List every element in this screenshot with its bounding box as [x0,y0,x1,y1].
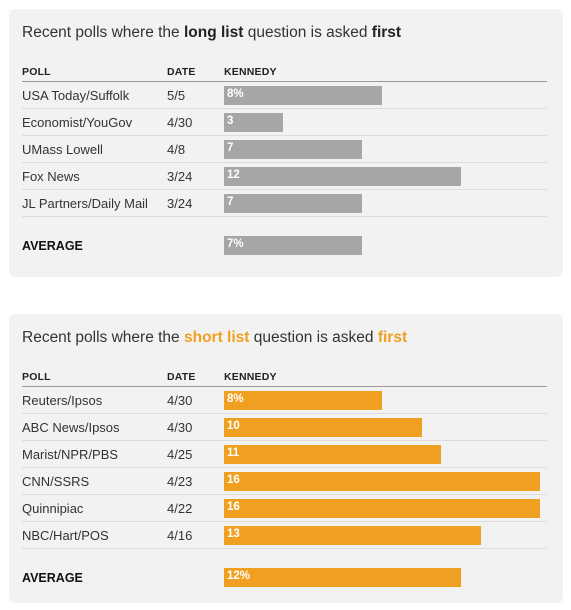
title-part: first [371,24,402,41]
value-bar [224,113,284,132]
title-part: Recent polls where the [22,24,184,41]
table-row: Marist/NPR/PBS 4/25 11 [9,441,563,468]
value-bar [224,86,383,105]
title-part: question is asked [243,24,372,41]
row-divider [22,413,547,414]
header-divider [22,81,547,82]
poll-name: NBC/Hart/POS [22,528,109,543]
poll-date: 4/30 [167,115,193,130]
bar-value-label: 16 [227,474,240,486]
column-header-value: KENNEDY [224,371,277,383]
poll-name: ABC News/Ipsos [22,420,120,435]
row-divider [22,189,547,190]
bar-value-label: 7 [227,142,234,154]
value-bar [224,140,363,159]
table-row: ABC News/Ipsos 4/30 10 [9,414,563,441]
poll-name: UMass Lowell [22,142,103,157]
row-divider [22,521,547,522]
value-bar [224,418,422,437]
bar-value-label: 12 [227,169,240,181]
table-row: Economist/YouGov 4/30 3 [9,109,563,136]
row-divider [22,216,547,217]
chart-title: Recent polls where the short list questi… [22,329,407,347]
average-bar [224,568,462,587]
poll-name: Economist/YouGov [22,115,133,130]
poll-name: Reuters/Ipsos [22,393,103,408]
poll-name: Marist/NPR/PBS [22,447,119,462]
average-value-label: 7% [227,238,244,250]
average-row: AVERAGE 7% [9,232,563,259]
row-divider [22,440,547,441]
table-row: Fox News 3/24 12 [9,163,563,190]
row-divider [22,494,547,495]
value-bar [224,472,541,491]
header-divider [22,386,547,387]
row-divider [22,548,547,549]
bar-value-label: 3 [227,115,234,127]
bar-value-label: 10 [227,420,240,432]
poll-date: 4/16 [167,528,193,543]
table-row: CNN/SSRS 4/23 16 [9,468,563,495]
bar-value-label: 7 [227,196,234,208]
poll-date: 4/23 [167,474,193,489]
column-header-date: DATE [167,66,196,78]
title-part: question is asked [249,329,378,346]
poll-name: JL Partners/Daily Mail [22,196,148,211]
table-row: USA Today/Suffolk 5/5 8% [9,82,563,109]
average-label: AVERAGE [22,239,83,253]
title-part: short list [183,329,250,346]
table-row: UMass Lowell 4/8 7 [9,136,563,163]
column-header-poll: POLL [22,371,51,383]
row-divider [22,467,547,468]
title-part: first [377,329,408,346]
column-header-value: KENNEDY [224,66,277,78]
row-divider [22,135,547,136]
chart-title: Recent polls where the long list questio… [22,24,401,42]
bar-value-label: 8% [227,393,244,405]
long-list-panel: Recent polls where the long list questio… [9,9,563,277]
average-value-label: 12% [227,570,251,582]
table-row: Reuters/Ipsos 4/30 8% [9,387,563,414]
row-divider [22,108,547,109]
value-bar [224,391,383,410]
bar-value-label: 13 [227,528,240,540]
bar-value-label: 11 [227,447,240,459]
table-row: JL Partners/Daily Mail 3/24 7 [9,190,563,217]
bar-value-label: 16 [227,501,240,513]
poll-date: 4/30 [167,420,193,435]
table-row: Quinnipiac 4/22 16 [9,495,563,522]
title-part: long list [183,24,244,41]
value-bar [224,499,541,518]
value-bar [224,526,481,545]
average-row: AVERAGE 12% [9,564,563,591]
table-row: NBC/Hart/POS 4/16 13 [9,522,563,549]
poll-date: 3/24 [167,196,193,211]
value-bar [224,167,462,186]
value-bar [224,194,363,213]
poll-name: Quinnipiac [22,501,84,516]
average-label: AVERAGE [22,571,83,585]
poll-date: 5/5 [167,88,186,103]
row-divider [22,162,547,163]
column-header-date: DATE [167,371,196,383]
title-part: Recent polls where the [22,329,184,346]
column-header-poll: POLL [22,66,51,78]
short-list-panel: Recent polls where the short list questi… [9,314,563,603]
value-bar [224,445,442,464]
poll-date: 4/22 [167,501,193,516]
poll-name: CNN/SSRS [22,474,90,489]
poll-name: USA Today/Suffolk [22,88,130,103]
bar-value-label: 8% [227,88,244,100]
average-bar [224,236,363,255]
poll-date: 4/8 [167,142,186,157]
poll-name: Fox News [22,169,80,184]
poll-date: 4/25 [167,447,193,462]
poll-date: 3/24 [167,169,193,184]
poll-date: 4/30 [167,393,193,408]
